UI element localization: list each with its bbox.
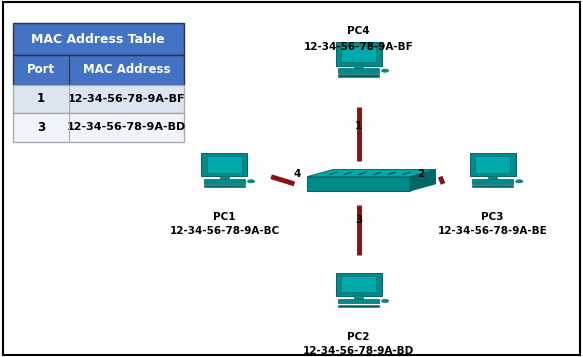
FancyBboxPatch shape [202, 153, 247, 176]
Bar [472, 185, 514, 187]
Text: 12-34-56-78-9A-BE: 12-34-56-78-9A-BE [438, 226, 547, 236]
Bar [203, 179, 245, 183]
Bar [338, 69, 380, 73]
FancyBboxPatch shape [13, 113, 184, 142]
Polygon shape [307, 170, 436, 177]
FancyBboxPatch shape [341, 276, 376, 292]
Text: 3: 3 [37, 121, 45, 134]
FancyBboxPatch shape [13, 55, 184, 85]
Bar [354, 295, 363, 299]
Text: Port: Port [27, 64, 55, 76]
Ellipse shape [381, 69, 389, 72]
FancyBboxPatch shape [13, 23, 184, 55]
Text: PC2: PC2 [347, 332, 370, 342]
Text: 12-34-56-78-9A-BC: 12-34-56-78-9A-BC [169, 226, 280, 236]
Polygon shape [307, 177, 410, 191]
FancyBboxPatch shape [470, 153, 515, 176]
Ellipse shape [381, 299, 389, 302]
FancyBboxPatch shape [13, 85, 184, 113]
Text: 12-34-56-78-9A-BF: 12-34-56-78-9A-BF [304, 42, 413, 52]
Bar [338, 305, 380, 307]
Text: 12-34-56-78-9A-BD: 12-34-56-78-9A-BD [303, 346, 414, 356]
Text: 2: 2 [417, 169, 424, 179]
FancyBboxPatch shape [336, 272, 381, 296]
Bar [203, 185, 245, 187]
Text: 3: 3 [355, 215, 362, 225]
Text: 4: 4 [294, 169, 301, 179]
Ellipse shape [247, 180, 255, 183]
Text: 12-34-56-78-9A-BF: 12-34-56-78-9A-BF [68, 94, 185, 104]
Bar [338, 299, 380, 303]
Text: 1: 1 [37, 92, 45, 105]
Text: PC4: PC4 [347, 26, 370, 36]
Bar [472, 179, 514, 183]
Text: 12-34-56-78-9A-BD: 12-34-56-78-9A-BD [67, 122, 186, 132]
Bar [354, 65, 363, 69]
FancyBboxPatch shape [207, 156, 242, 173]
Text: MAC Address: MAC Address [83, 64, 170, 76]
FancyBboxPatch shape [341, 46, 376, 62]
Bar [338, 74, 380, 77]
Ellipse shape [515, 180, 523, 183]
Bar [220, 176, 229, 179]
Bar [489, 176, 497, 179]
Text: MAC Address Table: MAC Address Table [31, 33, 165, 46]
Text: PC1: PC1 [213, 212, 236, 222]
Text: PC3: PC3 [482, 212, 504, 222]
FancyBboxPatch shape [336, 42, 381, 66]
Polygon shape [410, 170, 436, 191]
FancyBboxPatch shape [475, 156, 510, 173]
Text: 1: 1 [355, 121, 362, 131]
